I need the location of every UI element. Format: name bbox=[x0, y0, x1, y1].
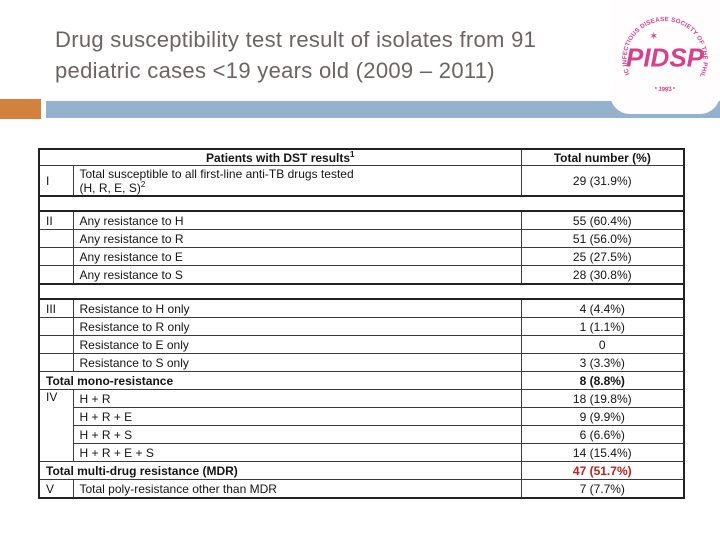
row-value: 0 bbox=[520, 335, 685, 354]
table-row: Any resistance to E 25 (27.5%) bbox=[38, 247, 685, 266]
row-label: Resistance to H only bbox=[72, 298, 522, 318]
title-line-2: pediatric cases <19 years old (2009 – 20… bbox=[55, 58, 495, 83]
row-label: Resistance to R only bbox=[72, 317, 522, 336]
slide-title: Drug susceptibility test result of isola… bbox=[55, 24, 630, 86]
spacer-row bbox=[38, 283, 685, 300]
table-row: Resistance to E only 0 bbox=[38, 335, 685, 354]
row-roman bbox=[38, 247, 74, 266]
logo-star-icon: ✶ bbox=[649, 31, 658, 42]
accent-bar-blue bbox=[46, 101, 720, 118]
table-row: V Total poly-resistance other than MDR 7… bbox=[38, 479, 685, 499]
table-row: H + R + S 6 (6.6%) bbox=[39, 425, 685, 444]
total-value: 8 (8.8%) bbox=[520, 371, 685, 390]
row-roman: I bbox=[38, 165, 74, 197]
pidsp-logo: PEDIATRIC INFECTIOUS DISEASE SOCIETY OF … bbox=[610, 0, 720, 114]
row-value: 4 (4.4%) bbox=[520, 298, 685, 318]
dst-results-table: Patients with DST results1 Total number … bbox=[38, 148, 686, 499]
header-footnote-1: 1 bbox=[350, 149, 355, 159]
spacer-row bbox=[38, 195, 685, 212]
table-row: Resistance to S only 3 (3.3%) bbox=[38, 353, 685, 372]
table-row: IV H + R 18 (19.8%) bbox=[38, 389, 685, 462]
row-value: 51 (56.0%) bbox=[520, 229, 685, 248]
row-value: 6 (6.6%) bbox=[520, 425, 685, 444]
row-label: H + R + E bbox=[72, 407, 522, 426]
row-footnote-2: 2 bbox=[140, 179, 146, 189]
table-row: H + R + E + S 14 (15.4%) bbox=[39, 443, 685, 462]
row-roman: II bbox=[38, 210, 74, 230]
row-value: 14 (15.4%) bbox=[520, 443, 685, 462]
spacer-cell bbox=[38, 195, 685, 212]
svg-text:• 1993 •: • 1993 • bbox=[654, 85, 677, 94]
row-label: Any resistance to R bbox=[72, 229, 522, 248]
header-patients-dst: Patients with DST results1 bbox=[38, 148, 522, 166]
row-label-line1: Total susceptible to all first-line anti… bbox=[79, 166, 354, 181]
row-label: Total susceptible to all first-line anti… bbox=[72, 165, 522, 197]
row-roman: IV bbox=[38, 389, 74, 462]
row-roman: III bbox=[38, 298, 74, 318]
row-label: H + R bbox=[72, 389, 522, 408]
row-label: Any resistance to E bbox=[72, 247, 522, 266]
accent-bar-orange bbox=[0, 99, 41, 119]
row-value: 29 (31.9%) bbox=[520, 165, 685, 197]
header-patients-text: Patients with DST results bbox=[206, 150, 351, 165]
logo-center-text: PIDSP bbox=[626, 42, 705, 72]
row-roman bbox=[38, 317, 74, 336]
row-label: Resistance to S only bbox=[72, 353, 522, 372]
table-row: H + R + E 9 (9.9%) bbox=[39, 407, 685, 426]
header-total-number: Total number (%) bbox=[520, 148, 685, 166]
title-line-1: Drug susceptibility test result of isola… bbox=[55, 27, 537, 52]
total-row: Total mono-resistance 8 (8.8%) bbox=[38, 371, 685, 390]
table-row: II Any resistance to H 55 (60.4%) bbox=[38, 210, 685, 230]
mdr-total-value: 47 (51.7%) bbox=[520, 461, 685, 480]
table-row: Resistance to R only 1 (1.1%) bbox=[38, 317, 685, 336]
row-label: Total poly-resistance other than MDR bbox=[72, 479, 522, 499]
dst-table: Patients with DST results1 Total number … bbox=[38, 148, 686, 499]
mdr-total-label: Total multi-drug resistance (MDR) bbox=[38, 461, 522, 480]
row-label: Any resistance to S bbox=[72, 265, 522, 285]
table-row: Any resistance to R 51 (56.0%) bbox=[38, 229, 685, 248]
row-value: 25 (27.5%) bbox=[520, 247, 685, 266]
row-value: 55 (60.4%) bbox=[520, 210, 685, 230]
row-value: 3 (3.3%) bbox=[520, 353, 685, 372]
row-label: H + R + E + S bbox=[72, 443, 522, 462]
row-value: 1 (1.1%) bbox=[520, 317, 685, 336]
table-row: III Resistance to H only 4 (4.4%) bbox=[38, 298, 685, 318]
table-row: Any resistance to S 28 (30.8%) bbox=[38, 265, 685, 285]
row-roman: V bbox=[38, 479, 74, 499]
row-value: 28 (30.8%) bbox=[520, 265, 685, 285]
row-roman bbox=[38, 353, 74, 372]
total-label: Total mono-resistance bbox=[38, 371, 522, 390]
table-header-row: Patients with DST results1 Total number … bbox=[38, 148, 685, 166]
pidsp-seal: PEDIATRIC INFECTIOUS DISEASE SOCIETY OF … bbox=[613, 5, 708, 94]
row-value: 9 (9.9%) bbox=[520, 407, 685, 426]
row-value: 18 (19.8%) bbox=[520, 389, 685, 408]
table-row: I Total susceptible to all first-line an… bbox=[38, 165, 685, 197]
row-label-line2-text: (H, R, E, S) bbox=[79, 180, 141, 195]
row-roman bbox=[38, 229, 74, 248]
row-label: Resistance to E only bbox=[72, 335, 522, 354]
row-label: H + R + S bbox=[72, 425, 522, 444]
total-row-mdr: Total multi-drug resistance (MDR) 47 (51… bbox=[38, 461, 685, 480]
row-value: 7 (7.7%) bbox=[520, 479, 685, 499]
logo-year-text: • 1993 • bbox=[654, 85, 677, 94]
row-label-line2: (H, R, E, S)2 bbox=[79, 179, 515, 195]
row-roman bbox=[38, 335, 74, 354]
spacer-cell bbox=[38, 283, 685, 300]
row-label: Any resistance to H bbox=[72, 210, 522, 230]
row-roman bbox=[38, 265, 74, 285]
